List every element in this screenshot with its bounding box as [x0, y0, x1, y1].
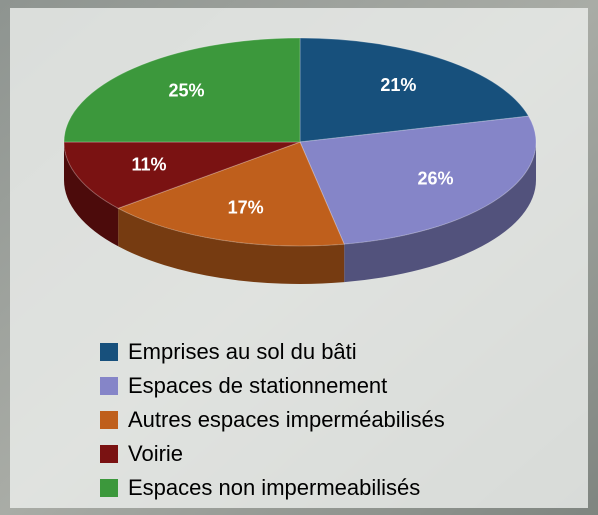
legend-swatch — [100, 445, 118, 463]
slice-side — [118, 208, 345, 284]
legend-label: Autres espaces imperméabilisés — [128, 407, 445, 432]
slice-side — [64, 142, 119, 247]
legend-swatch — [100, 479, 118, 497]
legend-swatch — [100, 343, 118, 361]
slice — [299, 115, 537, 245]
legend-label: Emprises au sol du bâti — [128, 339, 357, 364]
slice — [63, 141, 301, 209]
legend-swatch — [100, 411, 118, 429]
slice — [116, 141, 345, 247]
legend: Emprises au sol du bâti Espaces de statio… — [100, 339, 445, 500]
slice-label: 26% — [417, 169, 453, 189]
pie-labels: 21% 26% 17% 11% 25% — [131, 75, 453, 217]
pie-sides — [64, 142, 536, 284]
slice — [63, 37, 301, 143]
pie-slices — [63, 37, 537, 247]
legend-label: Espaces de stationnement — [128, 373, 387, 398]
legend-label: Espaces non impermeabilisés — [128, 475, 420, 500]
slice — [299, 37, 530, 143]
legend-swatch — [100, 377, 118, 395]
slice-side — [344, 142, 536, 283]
slice-label: 21% — [380, 75, 416, 95]
slice-label: 11% — [131, 155, 166, 175]
legend-label: Voirie — [128, 441, 183, 466]
slice-label: 17% — [228, 197, 264, 217]
slice-label: 25% — [169, 81, 205, 101]
